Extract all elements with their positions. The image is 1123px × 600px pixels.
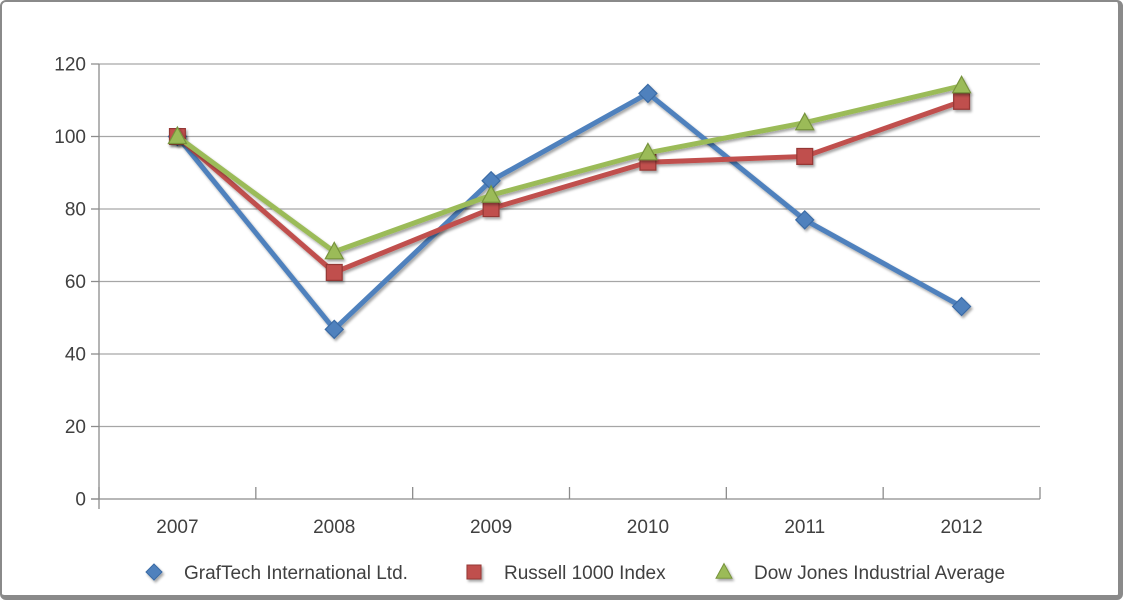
legend-square-icon [466, 564, 482, 580]
y-axis-label: 20 [65, 417, 86, 438]
x-axis-label: 2009 [470, 517, 512, 538]
y-axis-label: 40 [65, 345, 86, 366]
series-graftech-international-ltd [167, 83, 972, 340]
x-axis-label: 2012 [940, 517, 982, 538]
x-axis-label: 2008 [313, 517, 355, 538]
triangle-marker [637, 142, 658, 161]
diamond-marker [324, 319, 345, 340]
legend-item-dow-jones-industrial-average: Dow Jones Industrial Average [700, 562, 1005, 584]
x-axis-label: 2011 [784, 517, 825, 538]
y-axis-label: 0 [75, 490, 86, 511]
series-dow-jones-industrial-average [167, 75, 972, 260]
square-marker [325, 263, 343, 281]
diamond-marker [794, 210, 815, 230]
legend-triangle-icon [715, 562, 733, 579]
series-line-russell-1000-index [174, 98, 965, 275]
legend-label: Dow Jones Industrial Average [754, 563, 1005, 584]
triangle-marker [324, 241, 345, 260]
axes [91, 63, 1041, 509]
legend-label: GrafTech International Ltd. [184, 563, 408, 584]
square-marker [482, 200, 500, 218]
legend-item-graftech-international-ltd: GrafTech International Ltd. [130, 563, 408, 584]
y-axis-label: 60 [65, 272, 86, 293]
x-axis-label: 2010 [627, 517, 669, 538]
legend-item-russell-1000-index: Russell 1000 Index [450, 563, 666, 584]
y-axis-label: 100 [54, 127, 86, 148]
diamond-marker [638, 83, 658, 104]
triangle-marker [951, 75, 972, 94]
diamond-marker [951, 296, 972, 317]
legend-diamond-icon [145, 563, 163, 581]
series-line-dow-jones-industrial-average [174, 83, 965, 255]
series-line-graftech-international-ltd [174, 90, 965, 332]
legend-label: Russell 1000 Index [504, 563, 666, 584]
square-marker [953, 92, 971, 110]
triangle-marker [794, 112, 815, 131]
triangle-marker [481, 184, 502, 203]
y-axis-label: 120 [54, 55, 86, 76]
triangle-marker [167, 125, 188, 145]
y-axis-label: 80 [65, 200, 86, 221]
series-russell-1000-index [168, 92, 971, 281]
x-axis-label: 2007 [156, 517, 198, 538]
gridlines [99, 63, 1040, 428]
square-marker [796, 147, 814, 165]
